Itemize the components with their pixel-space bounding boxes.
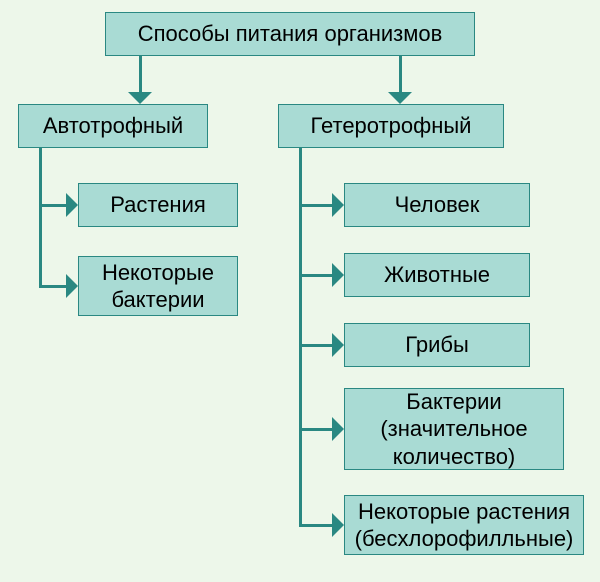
branch-node-autotrophic: Автотрофный [18, 104, 208, 148]
leaf-node-heterotrophic-4: Некоторые растения (бесхлорофилльные) [344, 495, 584, 555]
leaf-node-autotrophic-1: Некоторые бактерии [78, 256, 238, 316]
arrow-right-icon [66, 193, 78, 217]
connector-vertical [399, 56, 402, 94]
arrow-down-icon [388, 92, 412, 104]
connector-vertical [139, 56, 142, 94]
connector-horizontal [39, 204, 69, 207]
branch-node-autotrophic-label: Автотрофный [43, 112, 183, 140]
root-label: Способы питания организмов [138, 20, 443, 48]
leaf-node-heterotrophic-1-label: Животные [384, 261, 490, 289]
leaf-node-autotrophic-0: Растения [78, 183, 238, 227]
leaf-node-heterotrophic-2: Грибы [344, 323, 530, 367]
branch-node-heterotrophic-label: Гетеротрофный [311, 112, 472, 140]
arrow-down-icon [128, 92, 152, 104]
arrow-right-icon [332, 263, 344, 287]
leaf-node-autotrophic-0-label: Растения [110, 191, 206, 219]
leaf-node-heterotrophic-4-label: Некоторые растения (бесхлорофилльные) [355, 498, 574, 553]
connector-horizontal [39, 285, 69, 288]
leaf-node-heterotrophic-2-label: Грибы [405, 331, 469, 359]
arrow-right-icon [332, 513, 344, 537]
connector-horizontal [299, 274, 335, 277]
leaf-node-heterotrophic-3-label: Бактерии (значительное количество) [355, 388, 553, 471]
connector-horizontal [299, 204, 335, 207]
connector-horizontal [299, 524, 335, 527]
leaf-node-autotrophic-1-label: Некоторые бактерии [89, 259, 227, 314]
leaf-node-heterotrophic-3: Бактерии (значительное количество) [344, 388, 564, 470]
arrow-right-icon [332, 333, 344, 357]
leaf-node-heterotrophic-1: Животные [344, 253, 530, 297]
leaf-node-heterotrophic-0-label: Человек [395, 191, 480, 219]
arrow-right-icon [66, 274, 78, 298]
root-node: Способы питания организмов [105, 12, 475, 56]
arrow-right-icon [332, 417, 344, 441]
leaf-node-heterotrophic-0: Человек [344, 183, 530, 227]
connector-horizontal [299, 344, 335, 347]
arrow-right-icon [332, 193, 344, 217]
connector-vertical [39, 148, 42, 288]
branch-node-heterotrophic: Гетеротрофный [278, 104, 504, 148]
connector-horizontal [299, 428, 335, 431]
